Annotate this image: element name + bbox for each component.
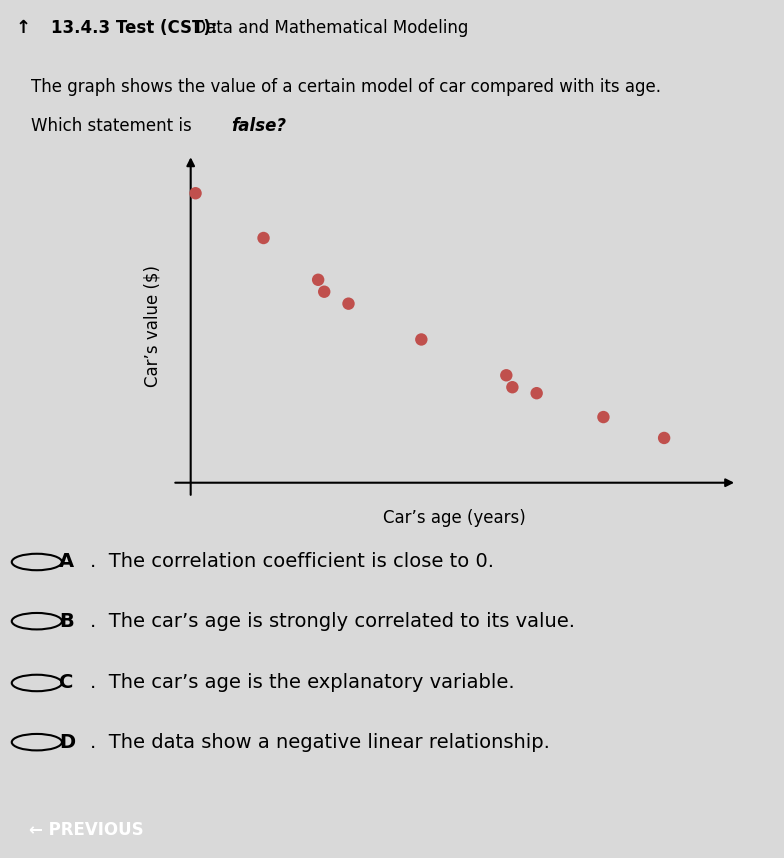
- Text: A: A: [59, 553, 74, 571]
- Text: false?: false?: [231, 117, 286, 135]
- Point: [257, 231, 270, 245]
- Text: .  The car’s age is strongly correlated to its value.: . The car’s age is strongly correlated t…: [90, 612, 575, 631]
- Y-axis label: Car’s value ($): Car’s value ($): [143, 265, 162, 387]
- Text: .  The car’s age is the explanatory variable.: . The car’s age is the explanatory varia…: [90, 674, 515, 692]
- Text: C: C: [59, 674, 73, 692]
- Text: 13.4.3 Test (CST):: 13.4.3 Test (CST):: [51, 19, 217, 37]
- Text: ↑: ↑: [16, 19, 31, 37]
- Text: .  The data show a negative linear relationship.: . The data show a negative linear relati…: [90, 733, 550, 752]
- Text: Which statement is: Which statement is: [31, 117, 198, 135]
- Point: [500, 368, 513, 382]
- Point: [415, 333, 427, 347]
- Text: B: B: [59, 612, 74, 631]
- Point: [658, 431, 670, 444]
- Text: Data and Mathematical Modeling: Data and Mathematical Modeling: [188, 19, 469, 37]
- Point: [318, 285, 331, 299]
- Point: [531, 386, 543, 400]
- X-axis label: Car’s age (years): Car’s age (years): [383, 509, 526, 527]
- Point: [597, 410, 610, 424]
- Text: The graph shows the value of a certain model of car compared with its age.: The graph shows the value of a certain m…: [31, 78, 662, 96]
- Point: [343, 297, 355, 311]
- Point: [189, 186, 201, 200]
- Text: .  The correlation coefficient is close to 0.: . The correlation coefficient is close t…: [90, 553, 494, 571]
- Text: ← PREVIOUS: ← PREVIOUS: [29, 821, 143, 839]
- Point: [506, 380, 519, 394]
- Point: [312, 273, 325, 287]
- Text: D: D: [59, 733, 75, 752]
